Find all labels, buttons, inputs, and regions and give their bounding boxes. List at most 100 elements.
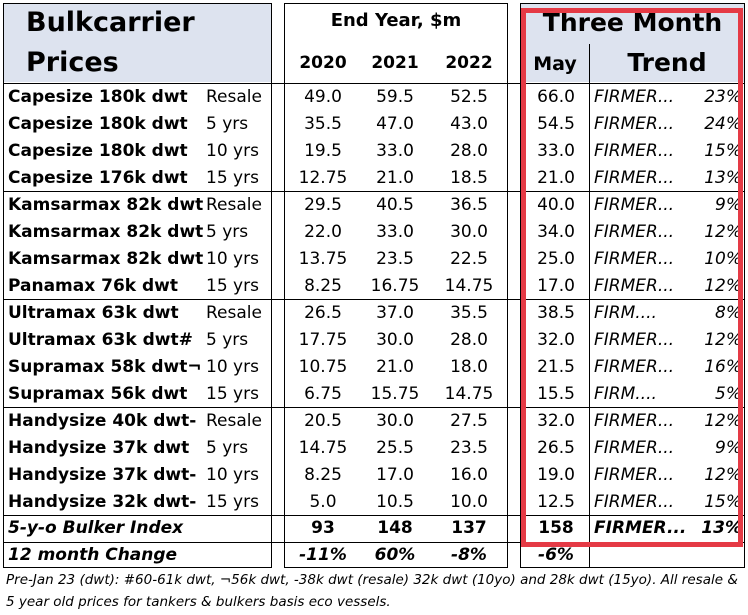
group-divider-handysize: [3, 515, 745, 516]
vessel-name: Kamsarmax 82k dwt: [8, 195, 204, 215]
change-2021: 60%: [374, 545, 416, 565]
trend-percent: 16%: [704, 357, 742, 377]
price-may: 21.5: [537, 357, 575, 377]
price-may: 15.5: [537, 384, 575, 404]
table-row: Kamsarmax 82k dwt 5 yrs 22.0 33.0 30.0 34.0 FI…: [0, 219, 748, 246]
price-2021: 10.5: [376, 492, 414, 512]
table-row: Handysize 37k dwt- 10 yrs 8.25 17.0 16.0 19.0…: [0, 462, 748, 489]
trend-percent: 13%: [704, 168, 742, 188]
trend-percent: 12%: [704, 411, 742, 431]
price-2020: 12.75: [298, 168, 348, 188]
price-2021: 17.0: [376, 465, 414, 485]
price-2021: 23.5: [376, 249, 414, 269]
price-2022: 14.75: [444, 276, 494, 296]
vessel-age: Resale: [206, 411, 262, 431]
price-2022: 28.0: [450, 330, 488, 350]
price-2021: 16.75: [370, 276, 420, 296]
price-may: 19.0: [537, 465, 575, 485]
vessel-age: 5 yrs: [206, 330, 249, 350]
price-may: 40.0: [537, 195, 575, 215]
trend-label: FIRM....: [594, 384, 657, 404]
price-may: 38.5: [537, 303, 575, 323]
vessel-name: Supramax 56k dwt: [8, 384, 188, 404]
price-may: 26.5: [537, 438, 575, 458]
price-2022: 18.0: [450, 357, 488, 377]
index-2020: 93: [311, 518, 335, 538]
trend-label: FIRMER...: [594, 141, 675, 161]
price-2020: 14.75: [298, 438, 348, 458]
index-may: 158: [538, 518, 574, 538]
price-2020: 19.5: [304, 141, 342, 161]
table-row: Handysize 37k dwt 5 yrs 14.75 25.5 23.5 26.5 F…: [0, 435, 748, 462]
vessel-age: 10 yrs: [206, 249, 259, 269]
group-divider-ultramax: [3, 407, 745, 408]
vessel-name: Capesize 180k dwt: [8, 87, 188, 107]
trend-label: FIRMER...: [594, 249, 675, 269]
table-title-line1: Bulkcarrier: [26, 7, 195, 38]
price-may: 25.0: [537, 249, 575, 269]
price-2021: 47.0: [376, 114, 414, 134]
trend-label: FIRMER...: [594, 330, 675, 350]
trend-header: Trend: [627, 48, 707, 77]
trend-label: FIRMER...: [594, 492, 675, 512]
price-2022: 16.0: [450, 465, 488, 485]
vessel-age: 15 yrs: [206, 168, 259, 188]
vessel-name: Ultramax 63k dwt: [8, 303, 179, 323]
price-2021: 30.0: [376, 411, 414, 431]
table-row: Capesize 176k dwt 15 yrs 12.75 21.0 18.5 21.0…: [0, 165, 748, 192]
vessel-age: 10 yrs: [206, 465, 259, 485]
group-divider-capesize: [3, 191, 745, 192]
price-2020: 8.25: [304, 465, 342, 485]
trend-percent: 12%: [704, 276, 742, 296]
price-2021: 21.0: [376, 168, 414, 188]
price-2020: 22.0: [304, 222, 342, 242]
index-pct: 13%: [701, 518, 742, 538]
price-2021: 21.0: [376, 357, 414, 377]
vessel-age: Resale: [206, 87, 262, 107]
price-2022: 28.0: [450, 141, 488, 161]
change-label: 12 month Change: [8, 545, 178, 565]
vessel-name: Ultramax 63k dwt#: [8, 330, 193, 350]
price-2021: 33.0: [376, 222, 414, 242]
may-column-divider: [589, 44, 590, 568]
vessel-age: 10 yrs: [206, 357, 259, 377]
trend-label: FIRMER...: [594, 465, 675, 485]
price-2022: 10.0: [450, 492, 488, 512]
price-2020: 10.75: [298, 357, 348, 377]
trend-percent: 15%: [704, 141, 742, 161]
trend-label: FIRMER...: [594, 114, 675, 134]
trend-percent: 5%: [715, 384, 742, 404]
price-2020: 26.5: [304, 303, 342, 323]
price-2020: 13.75: [298, 249, 348, 269]
table-row: Panamax 76k dwt 15 yrs 8.25 16.75 14.75 17.0 F…: [0, 273, 748, 300]
trend-percent: 23%: [704, 87, 742, 107]
vessel-name: Handysize 37k dwt-: [8, 465, 197, 485]
price-2022: 30.0: [450, 222, 488, 242]
vessel-age: 15 yrs: [206, 492, 259, 512]
table-row: Capesize 180k dwt Resale 49.0 59.5 52.5 66.0 F…: [0, 84, 748, 111]
trend-label: FIRM....: [594, 303, 657, 323]
trend-percent: 9%: [715, 195, 742, 215]
trend-label: FIRMER...: [594, 222, 675, 242]
trend-label: FIRMER...: [594, 195, 675, 215]
price-2020: 29.5: [304, 195, 342, 215]
price-2020: 6.75: [304, 384, 342, 404]
group-divider-kamsarmax: [3, 299, 745, 300]
price-may: 34.0: [537, 222, 575, 242]
price-2022: 43.0: [450, 114, 488, 134]
years-block-frame: [284, 3, 508, 568]
price-2020: 20.5: [304, 411, 342, 431]
price-2020: 49.0: [304, 87, 342, 107]
price-2020: 17.75: [298, 330, 348, 350]
price-2020: 35.5: [304, 114, 342, 134]
change-may: -6%: [538, 545, 574, 565]
may-header: May: [533, 53, 577, 75]
index-2021: 148: [377, 518, 413, 538]
trend-label: FIRMER...: [594, 438, 675, 458]
vessel-name: Supramax 58k dwt¬: [8, 357, 202, 377]
price-2022: 35.5: [450, 303, 488, 323]
vessel-age: 5 yrs: [206, 222, 249, 242]
price-2022: 14.75: [444, 384, 494, 404]
year-2020-header: 2020: [299, 53, 347, 73]
change-2020: -11%: [299, 545, 347, 565]
